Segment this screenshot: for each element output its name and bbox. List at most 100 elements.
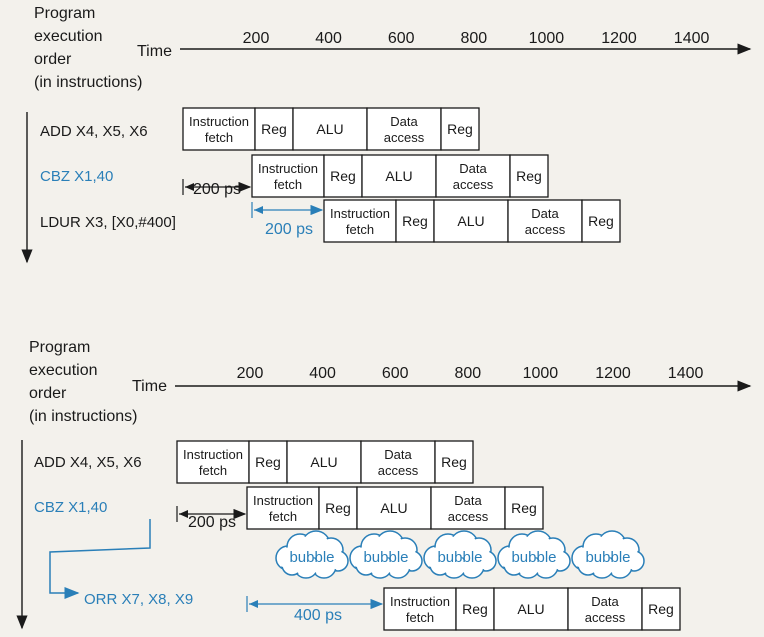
pipeline-stage: Reg <box>248 440 288 484</box>
instruction-label: LDUR X3, [X0,#400] <box>40 214 176 231</box>
bubble-cloud: bubble <box>275 530 349 579</box>
stage-label: Data access <box>378 447 419 478</box>
pipeline-stage: Reg <box>504 486 544 530</box>
stage-label: ALU <box>385 168 412 184</box>
pipeline-stage: Data access <box>360 440 436 484</box>
stage-label: ALU <box>316 121 343 137</box>
stage-label: Reg <box>588 213 614 229</box>
stage-label: Reg <box>261 121 287 137</box>
pipeline-stage: ALU <box>292 107 368 151</box>
bubble-cloud: bubble <box>349 530 423 579</box>
pipeline-stage: Reg <box>509 154 549 198</box>
stage-label: ALU <box>380 500 407 516</box>
bubble-label: bubble <box>289 549 334 566</box>
order-axis-label: (in instructions) <box>34 74 142 91</box>
pipeline-stage: Data access <box>435 154 511 198</box>
pipeline-stage: Reg <box>434 440 474 484</box>
pipeline-diagram-with-bubbles: Program execution order (in instructions) Ti… <box>16 339 752 631</box>
bubble-cloud: bubble <box>423 530 497 579</box>
stage-label: Reg <box>402 213 428 229</box>
pipeline-stage: Data access <box>567 587 643 631</box>
stage-label: Reg <box>330 168 356 184</box>
stage-label: Instruction fetch <box>258 161 318 192</box>
instruction-label: ADD X4, X5, X6 <box>34 454 142 471</box>
delay-label: 200 ps <box>193 181 241 198</box>
time-tick-label: 600 <box>388 30 415 47</box>
pipeline-stage: ALU <box>356 486 432 530</box>
pipeline-stage: Data access <box>430 486 506 530</box>
instruction-label: CBZ X1,40 <box>40 168 113 185</box>
pipeline-stage: Instruction fetch <box>251 154 325 198</box>
stage-label: Reg <box>511 500 537 516</box>
time-tick-label: 200 <box>243 30 270 47</box>
time-tick-label: 800 <box>460 30 487 47</box>
bubble-cloud: bubble <box>497 530 571 579</box>
time-tick-label: 1400 <box>674 30 710 47</box>
stage-label: ALU <box>310 454 337 470</box>
stage-label: ALU <box>457 213 484 229</box>
time-tick-label: 800 <box>454 365 481 382</box>
stage-label: Reg <box>648 601 674 617</box>
instruction-label: CBZ X1,40 <box>34 499 107 516</box>
order-axis-label: execution <box>29 362 98 379</box>
pipeline-stage: Instruction fetch <box>383 587 457 631</box>
time-axis-label: Time <box>137 43 172 60</box>
time-tick-label: 1200 <box>595 365 631 382</box>
time-tick-label: 400 <box>315 30 342 47</box>
time-tick-label: 400 <box>309 365 336 382</box>
stage-label: Instruction fetch <box>330 206 390 237</box>
order-axis-label: order <box>34 51 72 68</box>
time-tick-label: 1200 <box>601 30 637 47</box>
pipeline-stage: Instruction fetch <box>176 440 250 484</box>
instruction-label: ORR X7, X8, X9 <box>84 591 193 608</box>
bubble-label: bubble <box>585 549 630 566</box>
stage-label: Reg <box>255 454 281 470</box>
instruction-label: ADD X4, X5, X6 <box>40 123 148 140</box>
pipeline-stage: Reg <box>440 107 480 151</box>
order-axis-label: (in instructions) <box>29 408 137 425</box>
pipeline-stage: Data access <box>507 199 583 243</box>
bubble-label: bubble <box>363 549 408 566</box>
pipeline-diagram-no-stall: Program execution order (in instructions) Ti… <box>21 5 752 264</box>
time-axis-label: Time <box>132 378 167 395</box>
pipeline-stage: Reg <box>254 107 294 151</box>
time-tick-label: 200 <box>237 365 264 382</box>
pipeline-stage: Instruction fetch <box>246 486 320 530</box>
order-axis-label: Program <box>34 5 95 22</box>
stage-label: Instruction fetch <box>390 594 450 625</box>
stage-label: Instruction fetch <box>253 493 313 524</box>
pipeline-stage: Reg <box>395 199 435 243</box>
pipeline-stage: ALU <box>493 587 569 631</box>
pipeline-stage: Reg <box>318 486 358 530</box>
stage-label: Reg <box>325 500 351 516</box>
stage-label: Reg <box>447 121 473 137</box>
order-axis-label: order <box>29 385 67 402</box>
stage-label: Data access <box>585 594 626 625</box>
pipeline-stage: ALU <box>433 199 509 243</box>
time-tick-label: 600 <box>382 365 409 382</box>
order-axis-label: execution <box>34 28 103 45</box>
delay-label: 200 ps <box>265 221 313 238</box>
branch-target-arrow <box>49 519 151 599</box>
stage-label: Reg <box>462 601 488 617</box>
stage-label: Data access <box>448 493 489 524</box>
pipeline-stage: ALU <box>286 440 362 484</box>
pipeline-stage: Instruction fetch <box>182 107 256 151</box>
pipeline-stage: Reg <box>323 154 363 198</box>
bubble-cloud: bubble <box>571 530 645 579</box>
pipeline-stage: Reg <box>455 587 495 631</box>
stage-label: Data access <box>384 114 425 145</box>
delay-label: 200 ps <box>188 514 236 531</box>
order-axis-label: Program <box>29 339 90 356</box>
time-tick-label: 1000 <box>523 365 559 382</box>
stage-label: Data access <box>453 161 494 192</box>
stage-label: Reg <box>441 454 467 470</box>
delay-label: 400 ps <box>294 607 342 624</box>
pipeline-stage: Reg <box>641 587 681 631</box>
bubble-label: bubble <box>437 549 482 566</box>
pipeline-stage: Reg <box>581 199 621 243</box>
pipeline-stage: Instruction fetch <box>323 199 397 243</box>
time-tick-label: 1400 <box>668 365 704 382</box>
stage-label: ALU <box>517 601 544 617</box>
